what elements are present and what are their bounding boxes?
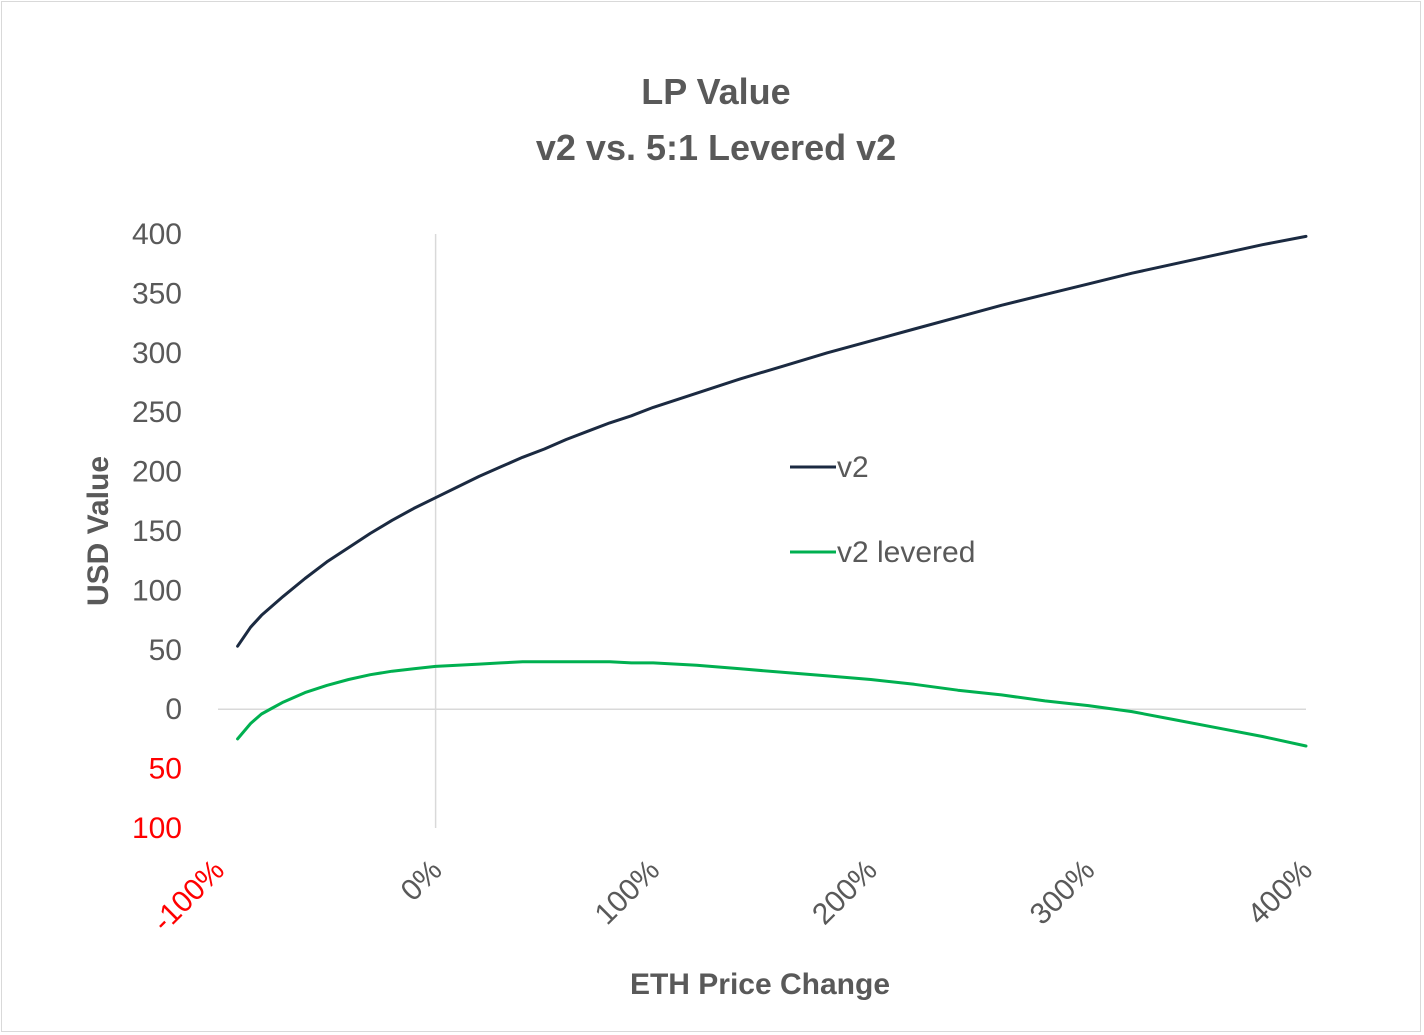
series-line-v2 bbox=[236, 234, 1308, 648]
y-axis-title: USD Value bbox=[82, 456, 115, 606]
y-tick-label: 50 bbox=[149, 753, 182, 786]
y-tick-label: 100 bbox=[132, 574, 182, 607]
series-lines bbox=[236, 234, 1308, 748]
y-tick-label: 100 bbox=[132, 812, 182, 845]
x-tick-label: 200% bbox=[806, 854, 884, 932]
x-axis-ticks: -100% 0% 100% 200% 300% 400% bbox=[146, 854, 1319, 939]
legend: v2 v2 levered bbox=[790, 451, 975, 569]
series-line-v2-levered bbox=[236, 660, 1308, 748]
y-tick-label: 0 bbox=[165, 693, 182, 726]
x-tick-label: 400% bbox=[1241, 854, 1319, 932]
x-tick-label: 300% bbox=[1024, 854, 1102, 932]
y-tick-label: 400 bbox=[132, 218, 182, 251]
y-tick-label: 350 bbox=[132, 277, 182, 310]
y-tick-label: 150 bbox=[132, 515, 182, 548]
y-tick-label: 50 bbox=[149, 634, 182, 667]
chart-title-line-2: v2 vs. 5:1 Levered v2 bbox=[536, 127, 896, 168]
legend-label: v2 bbox=[837, 451, 869, 484]
x-axis-title: ETH Price Change bbox=[630, 968, 890, 1001]
x-tick-label: -100% bbox=[146, 854, 231, 939]
x-tick-label: 100% bbox=[589, 854, 667, 932]
x-tick-label: 0% bbox=[395, 854, 449, 908]
chart-title-line-1: LP Value bbox=[641, 71, 790, 112]
y-tick-label: 250 bbox=[132, 396, 182, 429]
legend-label: v2 levered bbox=[837, 536, 975, 569]
y-axis-ticks: 400 350 300 250 200 150 100 50 0 50 100 bbox=[132, 218, 182, 845]
y-tick-label: 300 bbox=[132, 337, 182, 370]
y-tick-label: 200 bbox=[132, 456, 182, 489]
